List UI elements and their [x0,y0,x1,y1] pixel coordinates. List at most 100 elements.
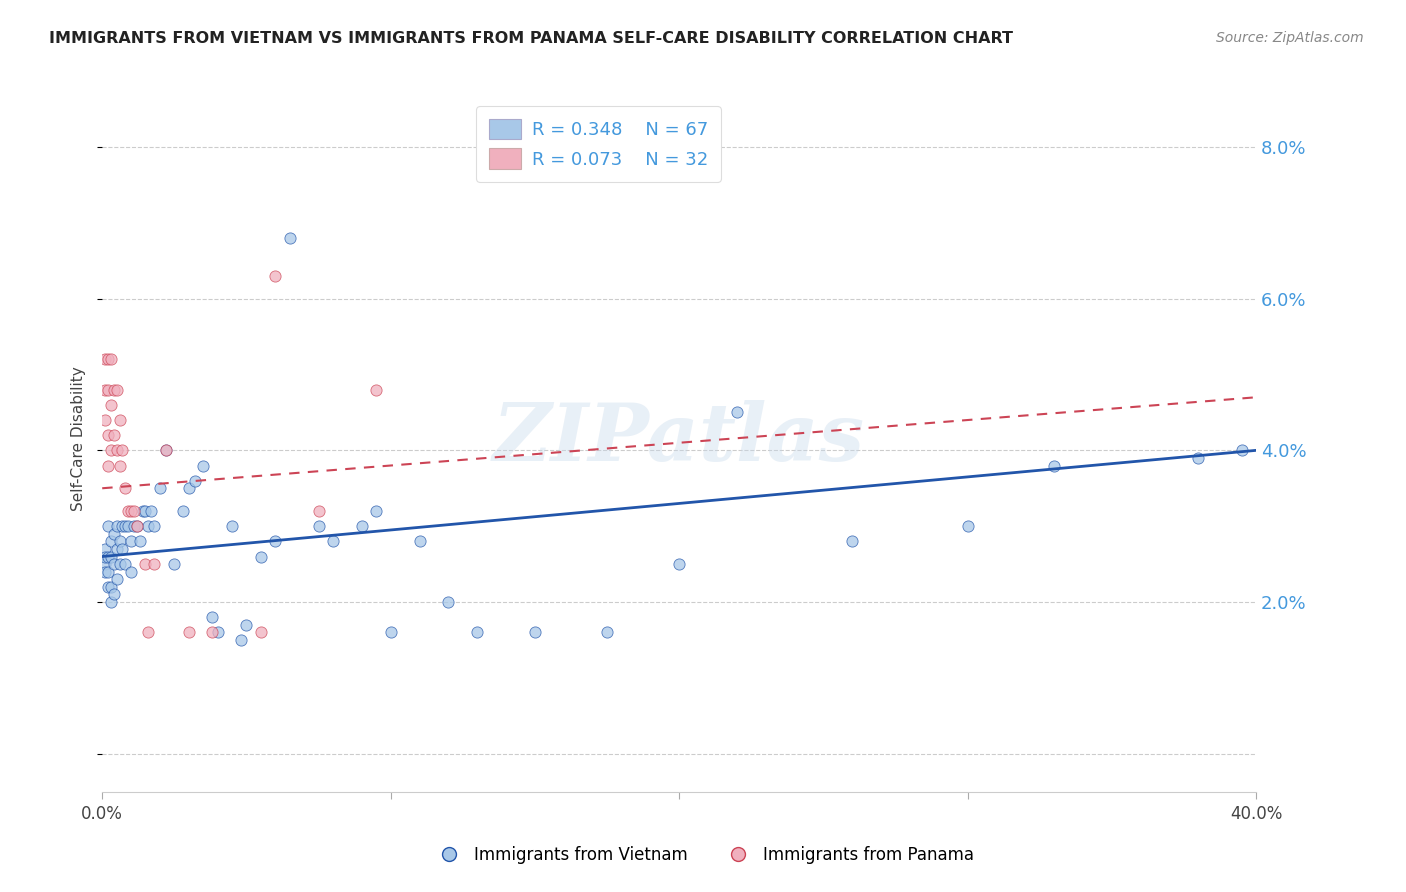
Point [143,519,166,533]
Point [94,549,117,564]
Point [120,565,142,579]
Point [956,519,979,533]
Point [97,580,120,594]
Point [250,625,273,640]
Point [408,534,430,549]
Point [201,610,224,624]
Point [97,565,120,579]
Point [138,625,160,640]
Point [94,557,117,571]
Point [250,549,273,564]
Point [97,458,120,473]
Point [103,428,125,442]
Point [108,557,131,571]
Point [94,352,117,367]
Point [97,549,120,564]
Point [131,504,153,518]
Point [1043,458,1066,473]
Point [725,405,748,419]
Point [105,572,128,586]
Point [229,632,252,647]
Point [264,268,287,283]
Point [105,541,128,556]
Point [155,443,177,458]
Point [125,519,148,533]
Point [108,458,131,473]
Point [117,504,139,518]
Point [111,519,134,533]
Point [97,352,120,367]
Point [366,383,388,397]
Point [108,413,131,427]
Point [163,557,186,571]
Point [172,504,194,518]
Point [94,413,117,427]
Point [108,534,131,549]
Point [134,504,156,518]
Point [125,519,148,533]
Point [201,625,224,640]
Point [207,625,229,640]
Point [94,541,117,556]
Legend: R = 0.348    N = 67, R = 0.073    N = 32: R = 0.348 N = 67, R = 0.073 N = 32 [477,106,721,182]
Point [350,519,373,533]
Point [596,625,619,640]
Point [120,534,142,549]
Point [841,534,863,549]
Point [134,557,156,571]
Point [122,504,145,518]
Text: Source: ZipAtlas.com: Source: ZipAtlas.com [1216,31,1364,45]
Point [100,443,122,458]
Point [465,625,488,640]
Point [437,595,460,609]
Point [322,534,344,549]
Point [97,519,120,533]
Point [100,549,122,564]
Point [668,557,690,571]
Point [264,534,287,549]
Point [100,534,122,549]
Point [120,504,142,518]
Point [141,504,163,518]
Point [1187,450,1209,465]
Point [114,557,136,571]
Point [366,504,388,518]
Point [103,557,125,571]
Point [94,565,117,579]
Point [1230,443,1253,458]
Point [380,625,402,640]
Point [97,428,120,442]
Point [103,383,125,397]
Point [183,474,205,488]
Point [97,383,120,397]
Y-axis label: Self-Care Disability: Self-Care Disability [72,367,86,511]
Point [105,383,128,397]
Point [94,383,117,397]
Point [100,595,122,609]
Point [278,231,301,245]
Point [105,519,128,533]
Point [308,519,330,533]
Text: IMMIGRANTS FROM VIETNAM VS IMMIGRANTS FROM PANAMA SELF-CARE DISABILITY CORRELATI: IMMIGRANTS FROM VIETNAM VS IMMIGRANTS FR… [49,31,1014,46]
Point [143,557,166,571]
Point [523,625,546,640]
Point [177,625,200,640]
Point [128,534,150,549]
Point [100,398,122,412]
Point [111,541,134,556]
Point [138,519,160,533]
Point [103,587,125,601]
Point [235,617,257,632]
Point [177,481,200,495]
Point [117,519,139,533]
Point [122,519,145,533]
Point [155,443,177,458]
Point [111,443,134,458]
Point [100,352,122,367]
Point [114,481,136,495]
Point [114,519,136,533]
Point [193,458,215,473]
Point [105,443,128,458]
Point [100,580,122,594]
Point [149,481,172,495]
